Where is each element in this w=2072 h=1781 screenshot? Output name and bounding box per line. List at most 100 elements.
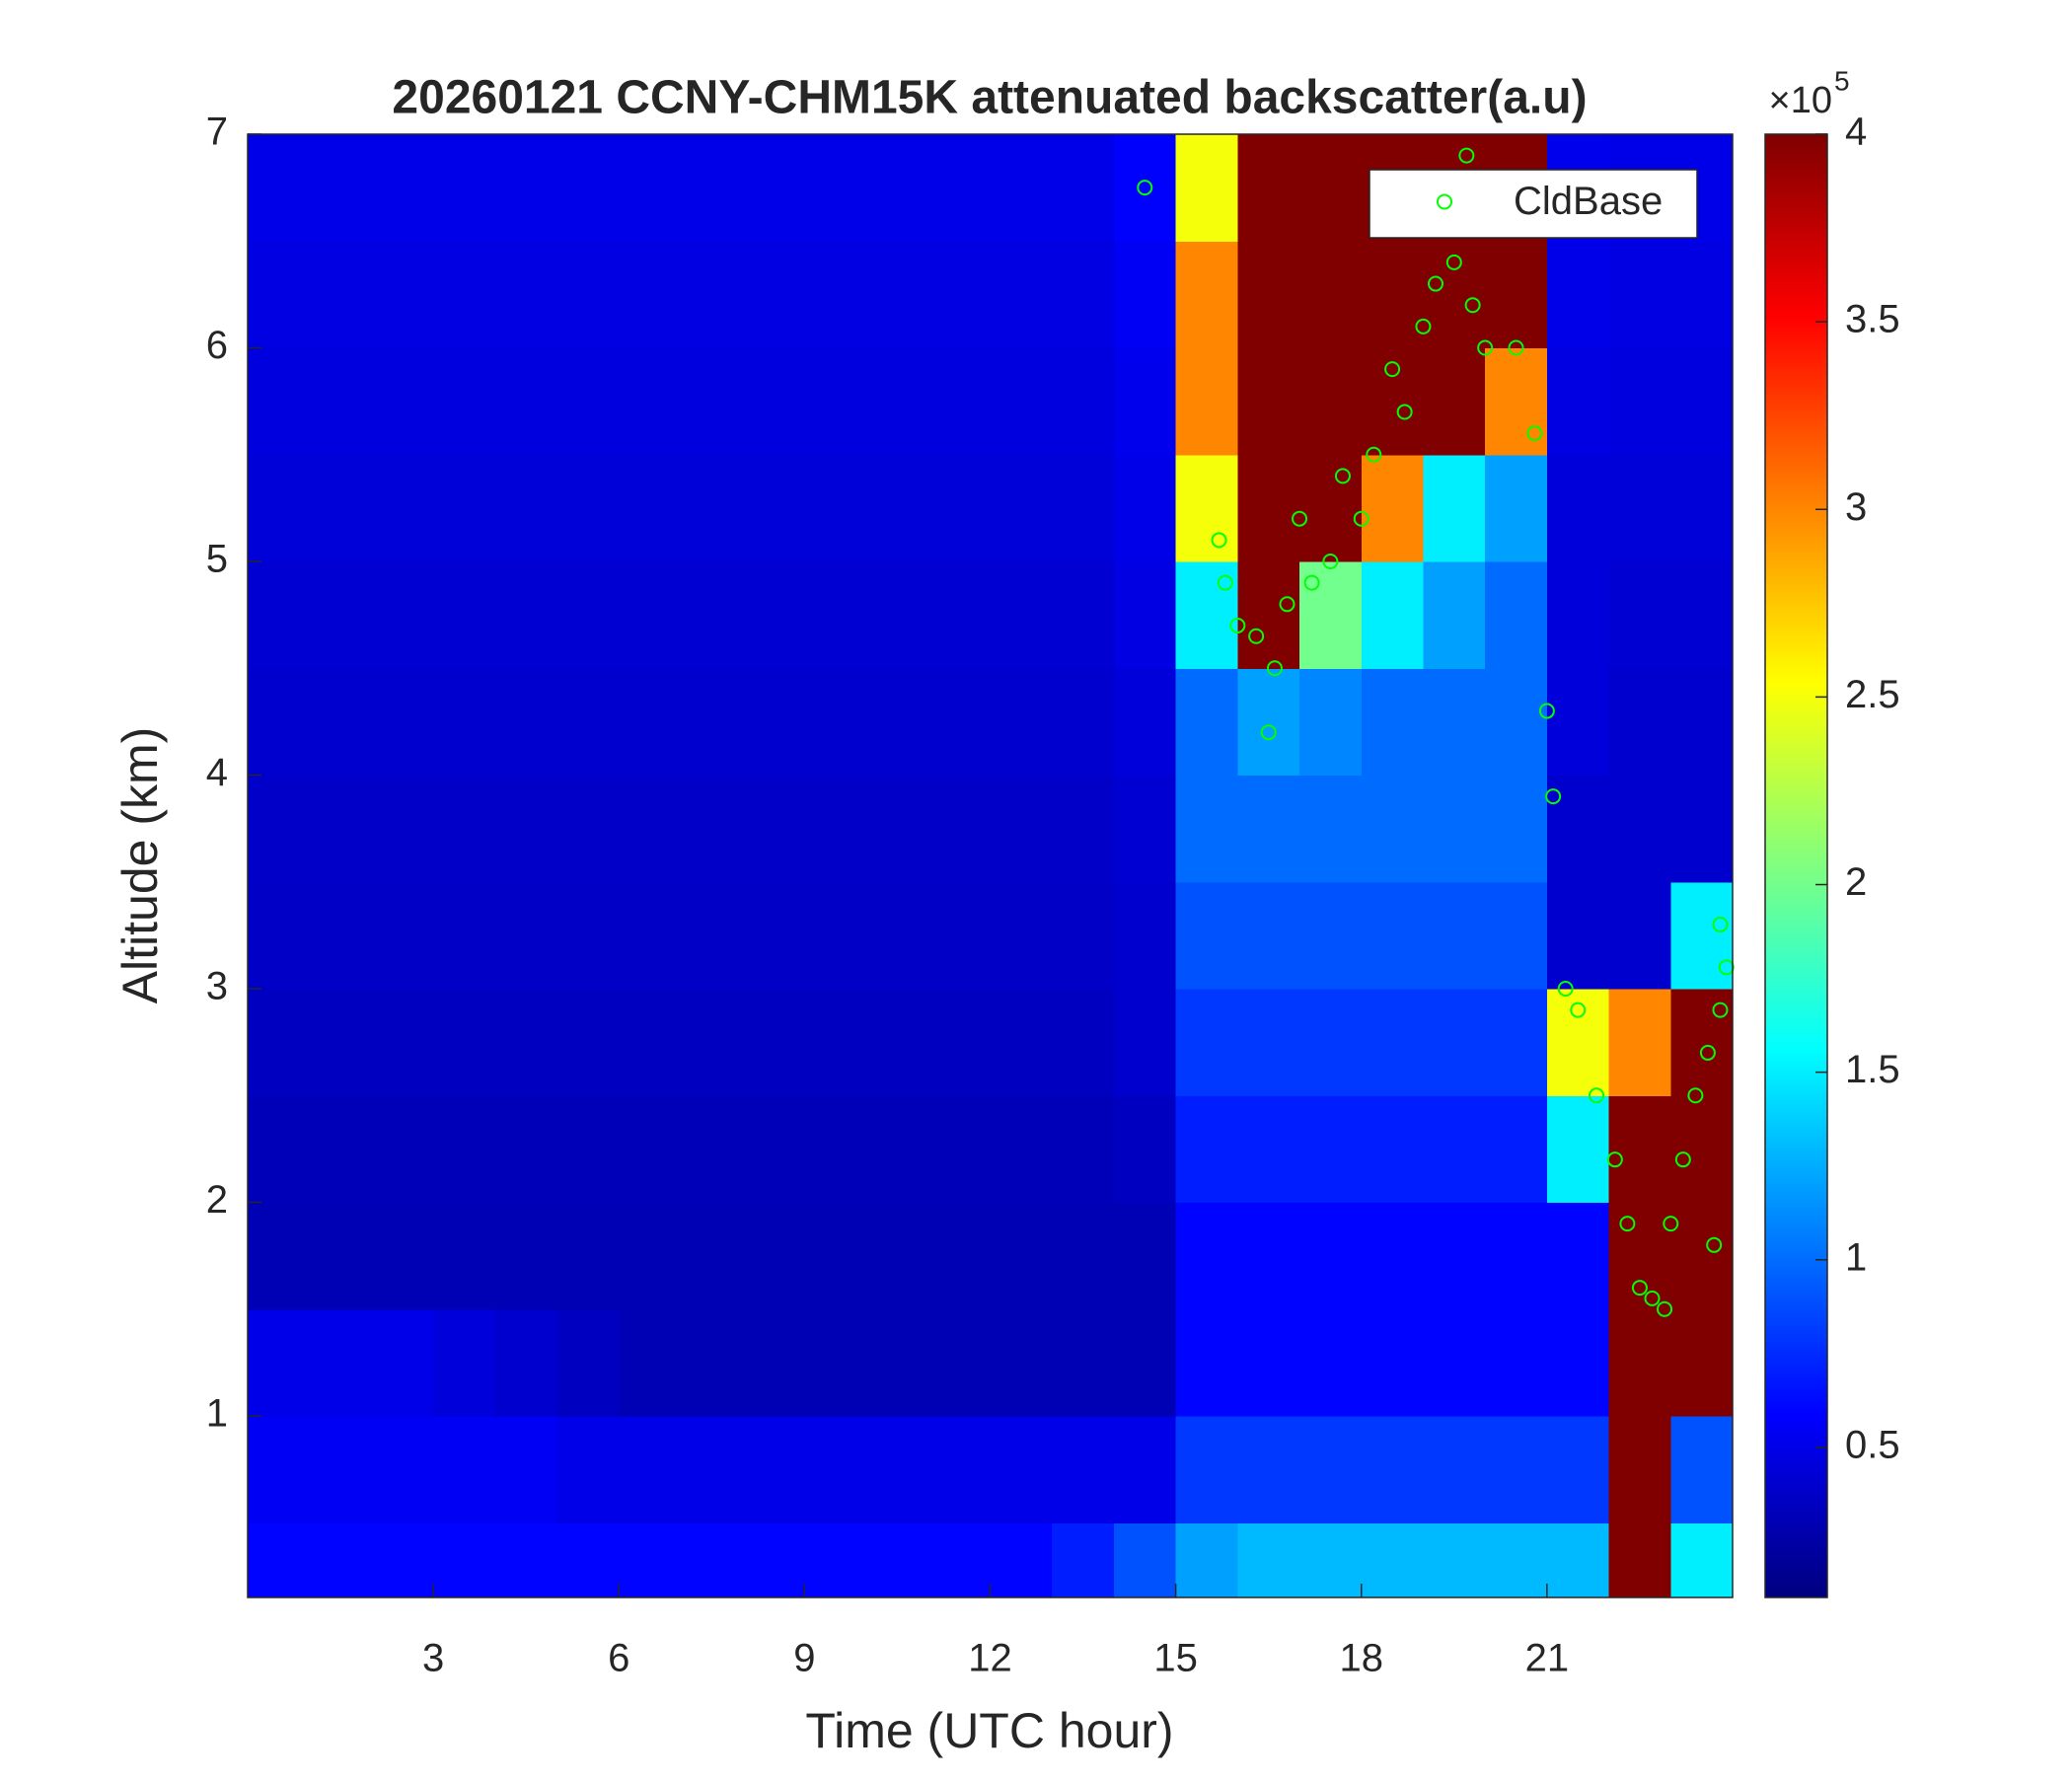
legend-label: CldBase (1514, 180, 1663, 223)
heat-cell (1546, 1415, 1610, 1523)
colorbar-tick-label: 3.5 (1845, 298, 1900, 341)
heat-cell (1546, 241, 1610, 349)
heat-cell (494, 241, 558, 349)
cloud-base-point (1687, 1087, 1704, 1104)
heat-cell (1237, 1522, 1300, 1598)
heat-cell (1113, 1415, 1177, 1523)
heat-cell (927, 775, 992, 883)
heat-cell (1299, 775, 1363, 883)
heat-cell (1423, 988, 1486, 1096)
heat-cell (309, 881, 373, 990)
heat-cell (927, 241, 992, 349)
heat-cell (1113, 1202, 1177, 1310)
heat-cell (1546, 347, 1610, 456)
cloud-base-point (1644, 1290, 1661, 1306)
heat-cell (619, 560, 682, 669)
heat-cell (1299, 881, 1363, 990)
heat-cell (248, 454, 311, 562)
cloud-base-point (1229, 617, 1246, 633)
heat-cell (1299, 347, 1363, 456)
cloud-base-point (1266, 660, 1283, 677)
heat-cell (1052, 347, 1115, 456)
heat-cell (1546, 881, 1610, 990)
heat-cell (927, 347, 992, 456)
heat-cell (742, 560, 805, 669)
heat-cell (494, 1415, 558, 1523)
heat-cell (1299, 668, 1363, 777)
heat-cell (866, 1522, 929, 1598)
heat-cell (248, 1308, 311, 1417)
heat-cell (309, 560, 373, 669)
heat-cell (309, 454, 373, 562)
cloud-base-point (1545, 788, 1562, 805)
heat-cell (1175, 1522, 1238, 1598)
heat-cell (1299, 1202, 1363, 1310)
heat-cell (1361, 1095, 1425, 1204)
heat-cell (990, 775, 1053, 883)
heat-cell (1485, 1095, 1548, 1204)
heat-cell (556, 1522, 620, 1598)
heat-cell (1423, 1308, 1486, 1417)
heat-cell (1237, 134, 1300, 242)
heat-cell (494, 775, 558, 883)
heat-cell (866, 134, 929, 242)
cloud-base-point (1384, 361, 1401, 378)
heat-cell (742, 1095, 805, 1204)
x-axis-label: Time (UTC hour) (805, 1703, 1173, 1758)
heat-cell (927, 1202, 992, 1310)
heat-cell (1299, 560, 1363, 669)
heat-cell (1113, 1308, 1177, 1417)
heat-cell (1175, 241, 1238, 349)
colorbar-tick-label: 3 (1845, 485, 1867, 529)
heat-cell (990, 454, 1053, 562)
heat-cell (556, 454, 620, 562)
heat-cell (742, 1522, 805, 1598)
heat-cell (1175, 347, 1238, 456)
heat-cell (1546, 988, 1610, 1096)
heat-cell (619, 1095, 682, 1204)
heat-cell (494, 1095, 558, 1204)
heat-cell (1670, 454, 1734, 562)
legend-box (1369, 169, 1698, 239)
heat-cell (1175, 1202, 1238, 1310)
heat-cell (680, 1095, 744, 1204)
heat-cell (680, 347, 744, 456)
heat-cell (680, 1522, 744, 1598)
heat-cell (1485, 454, 1548, 562)
y-tick-label: 7 (206, 111, 228, 154)
heat-cell (1670, 881, 1734, 990)
heat-cell (1052, 881, 1115, 990)
cloud-base-point (1589, 1087, 1605, 1104)
cloud-base-point (1396, 404, 1413, 420)
heat-cell (1175, 560, 1238, 669)
heat-cell (866, 988, 929, 1096)
heat-cell (371, 1095, 434, 1204)
heat-cell (990, 241, 1053, 349)
heat-cell (494, 988, 558, 1096)
heat-cell (433, 1308, 496, 1417)
heat-cell (1299, 1095, 1363, 1204)
heat-cell (1670, 668, 1734, 777)
heat-cell (866, 1415, 929, 1523)
heat-cell (1670, 1095, 1734, 1204)
heat-cell (804, 881, 867, 990)
heat-cell (494, 881, 558, 990)
heat-cell (1113, 1095, 1177, 1204)
heat-cell (1113, 988, 1177, 1096)
heat-cell (1485, 560, 1548, 669)
heat-cell (866, 454, 929, 562)
heat-cell (990, 1522, 1053, 1598)
heat-cell (1361, 775, 1425, 883)
y-tick-label: 5 (206, 538, 228, 581)
heat-cell (990, 881, 1053, 990)
colorbar-tick-label: 0.5 (1845, 1423, 1900, 1466)
cloud-base-point (1464, 297, 1481, 314)
heat-cell (494, 454, 558, 562)
heat-cell (1361, 668, 1425, 777)
heat-cell (1485, 1308, 1548, 1417)
heat-cell (804, 775, 867, 883)
heat-cell (371, 241, 434, 349)
heat-cell (742, 775, 805, 883)
heat-cell (619, 988, 682, 1096)
heat-cell (1299, 1522, 1363, 1598)
